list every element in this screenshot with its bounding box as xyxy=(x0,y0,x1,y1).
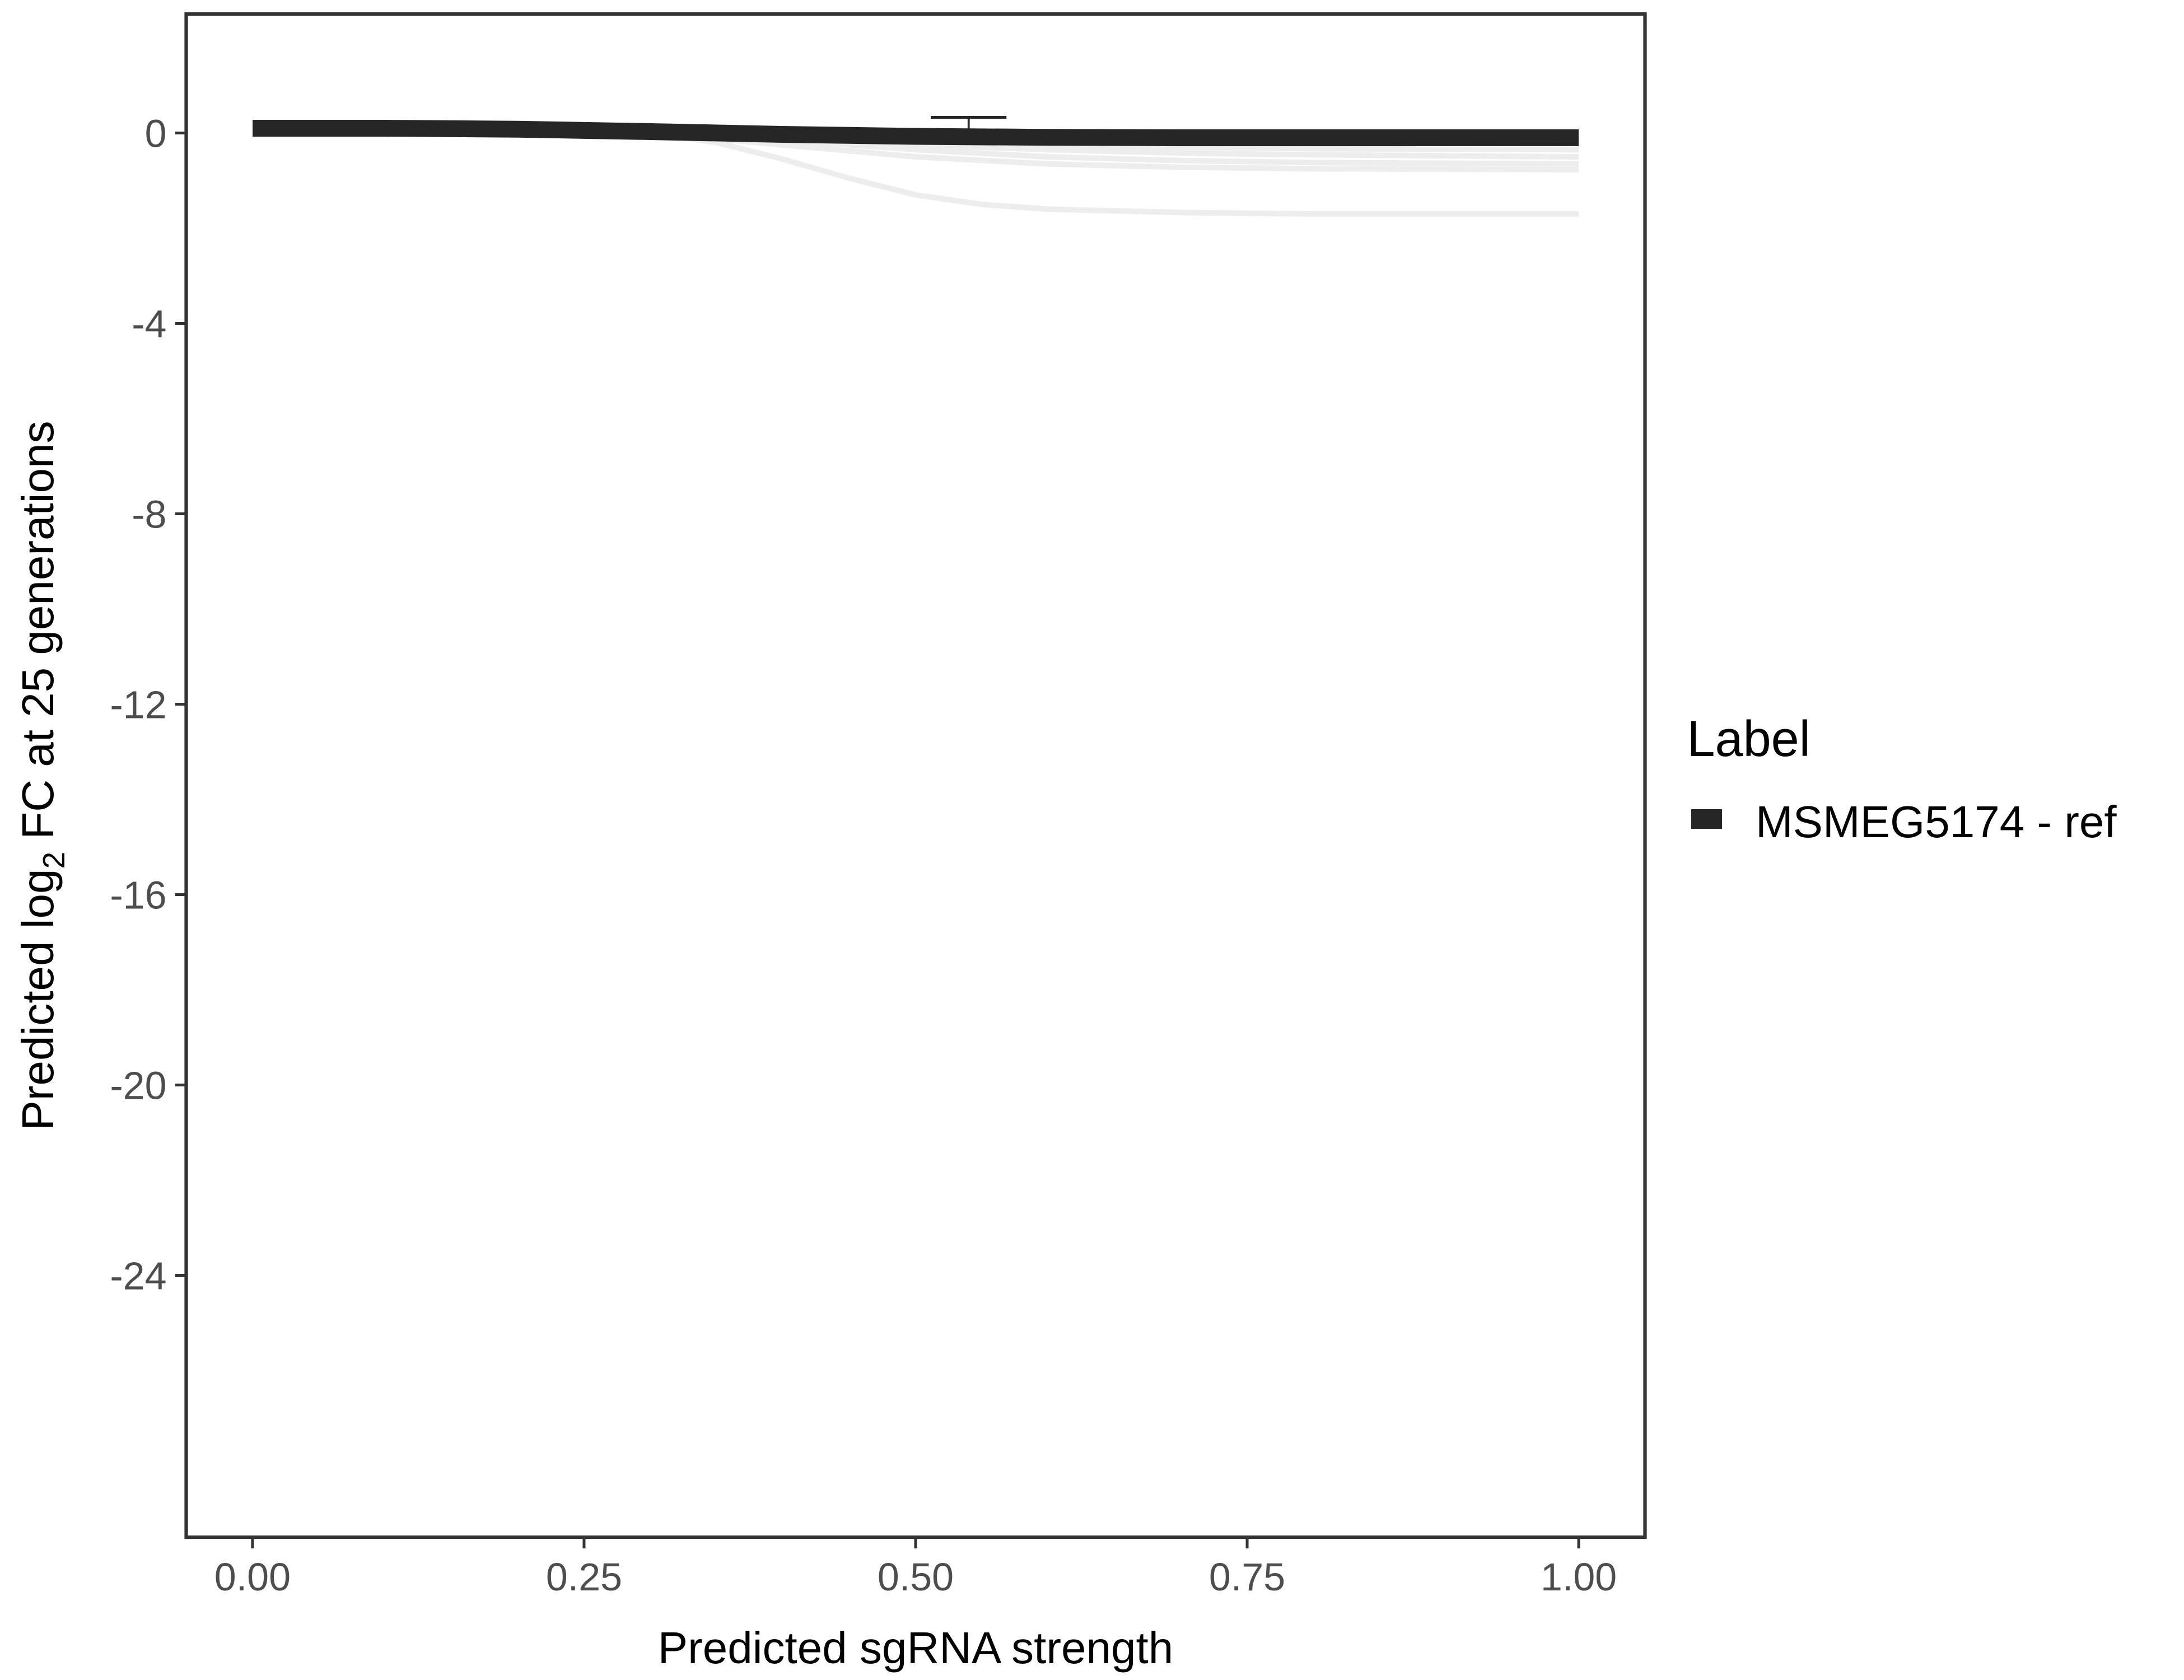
y-tick-label: 0 xyxy=(145,112,167,156)
legend: Label MSMEG5174 - ref xyxy=(1687,711,2117,847)
plot-panel-border xyxy=(184,12,1647,1539)
error-bar xyxy=(931,115,1007,137)
legend-title: Label xyxy=(1687,711,1810,767)
y-axis-title: Predicted log2 FC at 25 generations xyxy=(13,421,71,1131)
x-axis: 0.00 0.25 0.50 0.75 1.00 xyxy=(214,1537,1617,1599)
y-tick-label: -20 xyxy=(110,1064,166,1108)
x-axis-title: Predicted sgRNA strength xyxy=(658,1623,1173,1673)
x-tick-label: 1.00 xyxy=(1541,1555,1617,1599)
y-axis: 0 -4 -8 -12 -16 -20 -24 xyxy=(110,112,186,1298)
legend-label: MSMEG5174 - ref xyxy=(1756,797,2117,847)
x-tick-label: 0.75 xyxy=(1209,1555,1285,1599)
error-bar xyxy=(818,129,894,142)
error-bar xyxy=(731,128,808,138)
error-bar xyxy=(1037,132,1113,145)
error-bars xyxy=(731,115,1113,145)
x-tick-label: 0.00 xyxy=(214,1555,291,1599)
y-tick-label: -8 xyxy=(132,493,166,536)
x-tick-label: 0.50 xyxy=(878,1555,954,1599)
series-line xyxy=(253,120,1579,146)
y-tick-label: -4 xyxy=(132,302,166,346)
mean-line xyxy=(253,120,1579,146)
y-tick-label: -16 xyxy=(110,874,166,917)
y-tick-label: -24 xyxy=(110,1254,166,1298)
legend-key xyxy=(1691,809,1722,829)
x-tick-label: 0.25 xyxy=(546,1555,622,1599)
y-tick-label: -12 xyxy=(110,683,166,727)
